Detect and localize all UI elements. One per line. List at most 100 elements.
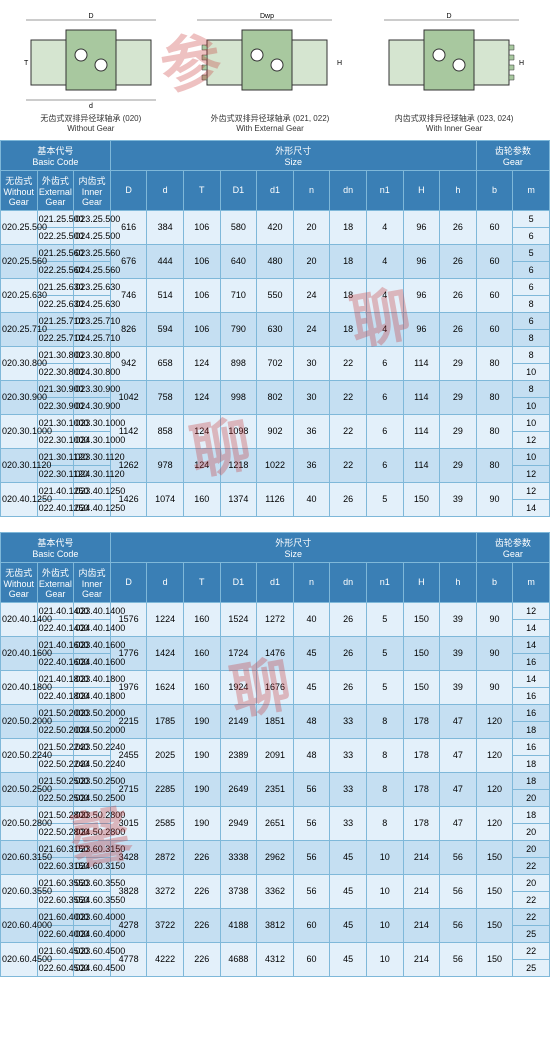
cell-m: 16	[513, 687, 550, 704]
th-inner-gear: 内齿式Inner Gear	[74, 170, 111, 210]
cell-val: 150	[476, 874, 513, 908]
cell-val: 124	[183, 346, 220, 380]
cell-val: 1022	[257, 448, 294, 482]
table-row: 020.50.2500021.50.2500023.50.25002715228…	[1, 772, 550, 789]
th-n1: n1	[366, 562, 403, 602]
cell-val: 45	[330, 840, 367, 874]
cell-val: 30	[293, 380, 330, 414]
cell-val: 114	[403, 448, 440, 482]
cell-val: 96	[403, 244, 440, 278]
cell-val: 190	[183, 772, 220, 806]
cell-val: 26	[440, 278, 477, 312]
table-row: 020.40.1600021.40.1600023.40.16001776142…	[1, 636, 550, 653]
table-row: 020.30.900021.30.900023.30.9001042758124…	[1, 380, 550, 397]
cell-val: 33	[330, 738, 367, 772]
cell-val: 3272	[147, 874, 184, 908]
cell-m: 22	[513, 908, 550, 925]
cell-val: 10	[366, 874, 403, 908]
cell-val: 24	[293, 312, 330, 346]
cell-ig: 023.60.4500	[74, 942, 111, 959]
th-external-gear: 外齿式External Gear	[37, 562, 74, 602]
cell-m: 20	[513, 874, 550, 891]
th-d1: d1	[257, 170, 294, 210]
th-D1: D1	[220, 562, 257, 602]
th-size: 外形尺寸Size	[110, 532, 476, 562]
cell-wg: 020.60.3550	[1, 874, 38, 908]
cell-val: 124	[183, 448, 220, 482]
cell-val: 106	[183, 312, 220, 346]
cell-val: 214	[403, 874, 440, 908]
cell-m: 18	[513, 772, 550, 789]
cell-val: 120	[476, 738, 513, 772]
cell-val: 106	[183, 278, 220, 312]
cell-val: 480	[257, 244, 294, 278]
cell-ig: 024.50.2000	[74, 721, 111, 738]
th-inner-gear: 内齿式Inner Gear	[74, 562, 111, 602]
cell-val: 29	[440, 448, 477, 482]
cell-val: 1098	[220, 414, 257, 448]
cell-val: 80	[476, 346, 513, 380]
caption-cn: 外齿式双排异径球轴承 (021, 022)	[211, 114, 330, 123]
cell-ig: 023.60.4000	[74, 908, 111, 925]
th-T: T	[183, 562, 220, 602]
cell-m: 10	[513, 414, 550, 431]
cell-val: 5	[366, 636, 403, 670]
cell-ig: 024.60.3150	[74, 857, 111, 874]
cell-m: 20	[513, 840, 550, 857]
svg-text:Dwp: Dwp	[260, 13, 274, 20]
cell-ig: 024.60.3550	[74, 891, 111, 908]
cell-val: 40	[293, 602, 330, 636]
cell-val: 56	[440, 874, 477, 908]
cell-m: 8	[513, 295, 550, 312]
cell-ig: 024.60.4000	[74, 925, 111, 942]
cell-val: 902	[257, 414, 294, 448]
cell-val: 8	[366, 704, 403, 738]
cell-val: 1724	[220, 636, 257, 670]
cell-ig: 023.50.2500	[74, 772, 111, 789]
cell-val: 114	[403, 414, 440, 448]
cell-val: 8	[366, 806, 403, 840]
diagram-without-gear: D d T 无齿式双排异径球轴承 (020)Without Gear	[21, 10, 161, 135]
cell-val: 594	[147, 312, 184, 346]
cell-val: 36	[293, 448, 330, 482]
cell-val: 45	[330, 874, 367, 908]
cell-val: 26	[440, 312, 477, 346]
cell-ig: 024.30.1120	[74, 465, 111, 482]
cell-ig: 024.40.1800	[74, 687, 111, 704]
cell-m: 5	[513, 244, 550, 261]
cell-val: 978	[147, 448, 184, 482]
caption-en: With Inner Gear	[426, 124, 482, 133]
table-row: 020.25.630021.25.630023.25.6307465141067…	[1, 278, 550, 295]
svg-text:d: d	[89, 103, 93, 110]
cell-val: 802	[257, 380, 294, 414]
cell-wg: 020.25.560	[1, 244, 38, 278]
svg-text:T: T	[24, 60, 29, 67]
cell-wg: 020.25.630	[1, 278, 38, 312]
cell-val: 580	[220, 210, 257, 244]
cell-val: 90	[476, 670, 513, 704]
cell-ig: 023.30.1000	[74, 414, 111, 431]
spec-table-2: 基本代号Basic Code外形尺寸Size齿轮参数Gear无齿式Without…	[0, 532, 550, 977]
cell-val: 124	[183, 380, 220, 414]
cell-ig: 024.50.2240	[74, 755, 111, 772]
table-row: 020.50.2000021.50.2000023.50.20002215178…	[1, 704, 550, 721]
cell-val: 6	[366, 380, 403, 414]
cell-ig: 024.40.1400	[74, 619, 111, 636]
cell-val: 20	[293, 210, 330, 244]
cell-val: 10	[366, 942, 403, 976]
cell-wg: 020.30.800	[1, 346, 38, 380]
cell-wg: 020.40.1600	[1, 636, 38, 670]
svg-text:D: D	[447, 13, 452, 20]
th-dn: dn	[330, 170, 367, 210]
th-size: 外形尺寸Size	[110, 140, 476, 170]
cell-val: 56	[293, 840, 330, 874]
cell-val: 2025	[147, 738, 184, 772]
cell-m: 18	[513, 721, 550, 738]
cell-val: 420	[257, 210, 294, 244]
cell-val: 6	[366, 346, 403, 380]
cell-val: 33	[330, 704, 367, 738]
cell-m: 14	[513, 670, 550, 687]
table-row: 020.60.4500021.60.4500023.60.45004778422…	[1, 942, 550, 959]
th-n1: n1	[366, 170, 403, 210]
cell-m: 14	[513, 636, 550, 653]
